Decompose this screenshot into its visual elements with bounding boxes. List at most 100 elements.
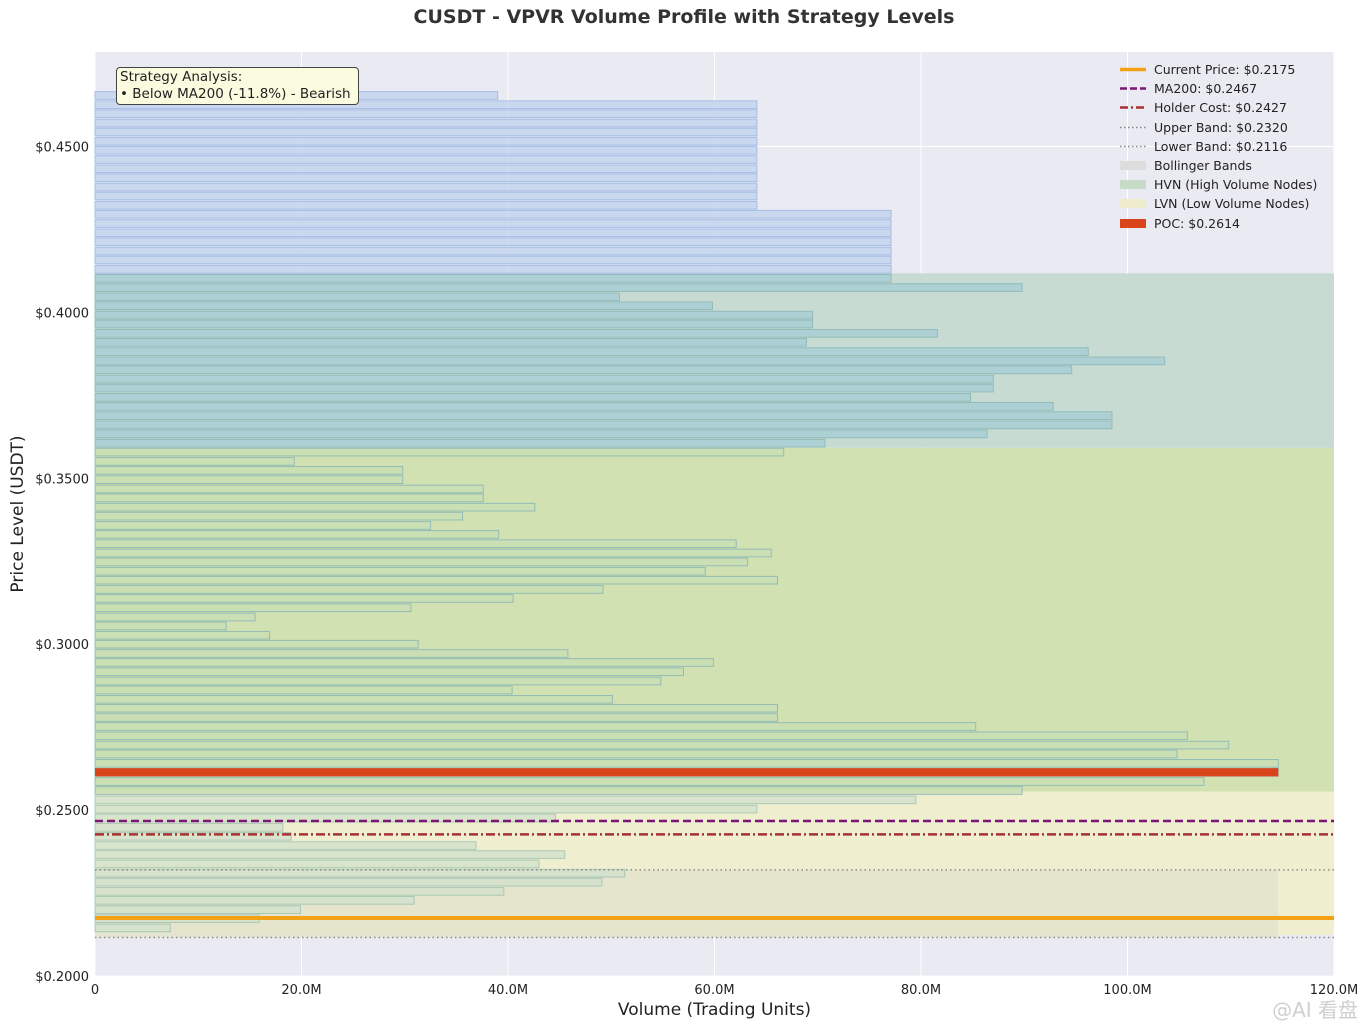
volume-bar	[94, 676, 662, 686]
volume-bar	[94, 164, 758, 174]
volume-bar	[94, 246, 892, 256]
volume-bar	[94, 484, 484, 494]
volume-bar	[94, 630, 270, 640]
legend-item: POC: $0.2614	[1118, 214, 1334, 233]
legend-label: LVN (Low Volume Nodes)	[1154, 196, 1310, 212]
volume-bar	[94, 877, 603, 887]
annotation-line: • Below MA200 (-11.8%) - Bearish	[120, 86, 351, 102]
legend-label: POC: $0.2614	[1154, 215, 1240, 231]
volume-bar	[94, 713, 778, 722]
volume-bar	[94, 511, 464, 521]
volume-bar	[94, 347, 1089, 356]
legend-label: Current Price: $0.2175	[1154, 62, 1296, 78]
y-tick-label: $0.4000	[35, 306, 89, 321]
y-tick-label: $0.2000	[35, 970, 89, 985]
volume-bar	[94, 237, 892, 247]
legend-swatch	[1118, 137, 1148, 156]
x-tick-label: 120.0M	[1310, 983, 1358, 998]
volume-bar	[94, 530, 500, 539]
volume-bar	[94, 658, 714, 667]
volume-bar	[94, 173, 758, 183]
y-tick-label: $0.3000	[35, 638, 89, 653]
legend-label: MA200: $0.2467	[1154, 81, 1258, 97]
volume-bar	[94, 145, 758, 155]
volume-bar	[94, 228, 892, 238]
legend-item: Upper Band: $0.2320	[1118, 118, 1334, 137]
volume-bar	[94, 200, 758, 210]
legend-swatch	[1118, 118, 1148, 137]
volume-bar	[94, 301, 713, 311]
x-tick-label: 40.0M	[488, 983, 528, 998]
volume-bar	[94, 539, 737, 549]
legend-swatch	[1118, 60, 1148, 79]
x-tick-label: 100.0M	[1103, 983, 1151, 998]
volume-bar	[94, 319, 814, 329]
legend-label: HVN (High Volume Nodes)	[1154, 177, 1318, 193]
legend-swatch	[1118, 98, 1148, 117]
volume-bar	[94, 841, 477, 850]
volume-bar	[94, 502, 536, 512]
annotation-title: Strategy Analysis:	[120, 69, 243, 85]
volume-bar	[94, 905, 301, 914]
volume-bar	[94, 155, 758, 164]
volume-bar	[94, 758, 1279, 768]
volume-bar	[94, 722, 977, 731]
y-tick-label: $0.4500	[35, 141, 89, 156]
legend-swatch	[1118, 194, 1148, 213]
legend-item: Current Price: $0.2175	[1118, 60, 1334, 79]
volume-bar	[94, 356, 1166, 366]
legend-label: Holder Cost: $0.2427	[1154, 100, 1287, 116]
volume-bar	[94, 182, 758, 192]
volume-bar	[94, 731, 1188, 741]
volume-bar	[94, 273, 892, 283]
volume-bar	[94, 136, 758, 146]
volume-bar	[94, 118, 758, 128]
volume-bar	[94, 310, 814, 320]
volume-bar	[94, 475, 404, 484]
volume-bar	[94, 603, 412, 613]
y-tick-label: $0.2500	[35, 804, 89, 819]
volume-bar	[94, 219, 892, 228]
volume-bar	[94, 923, 171, 933]
x-tick-label: 0	[91, 983, 99, 998]
volume-bar	[94, 566, 706, 576]
volume-bar	[94, 831, 292, 841]
volume-bar	[94, 109, 758, 119]
volume-bar	[94, 639, 419, 649]
volume-bar	[94, 621, 227, 631]
y-axis-label: Price Level (USDT)	[8, 435, 28, 592]
volume-bar	[94, 457, 295, 466]
volume-bar	[94, 393, 972, 402]
x-tick-label: 80.0M	[901, 983, 941, 998]
volume-bar	[94, 649, 569, 658]
volume-bar	[94, 521, 432, 530]
volume-bar	[94, 209, 892, 219]
chart-title: CUSDT - VPVR Volume Profile with Strateg…	[413, 6, 955, 28]
volume-bar	[94, 887, 505, 896]
watermark: @AI 看盘	[1272, 998, 1358, 1022]
y-tick-label: $0.3500	[35, 472, 89, 487]
legend-item: Lower Band: $0.2116	[1118, 137, 1334, 156]
volume-bar	[94, 329, 939, 338]
strategy-annotation: Strategy Analysis: • Below MA200 (-11.8%…	[116, 67, 359, 105]
legend-swatch	[1118, 214, 1148, 233]
volume-bar	[94, 823, 284, 832]
volume-bar	[94, 127, 758, 137]
volume-bar	[94, 292, 621, 302]
volume-bar	[94, 429, 988, 439]
volume-bar	[94, 667, 685, 677]
legend-swatch	[1118, 156, 1148, 175]
legend-label: Upper Band: $0.2320	[1154, 119, 1288, 135]
volume-bar	[94, 466, 404, 475]
volume-bar	[94, 438, 826, 448]
volume-bar	[94, 694, 613, 704]
volume-bar	[94, 383, 994, 393]
volume-bar	[94, 804, 758, 814]
legend-item: Bollinger Bands	[1118, 156, 1334, 175]
x-tick-label: 60.0M	[694, 983, 734, 998]
volume-bar	[94, 283, 1023, 292]
volume-bar	[94, 749, 1178, 759]
volume-bar	[94, 374, 994, 384]
volume-bar	[94, 191, 758, 201]
legend-item: Holder Cost: $0.2427	[1118, 98, 1334, 117]
